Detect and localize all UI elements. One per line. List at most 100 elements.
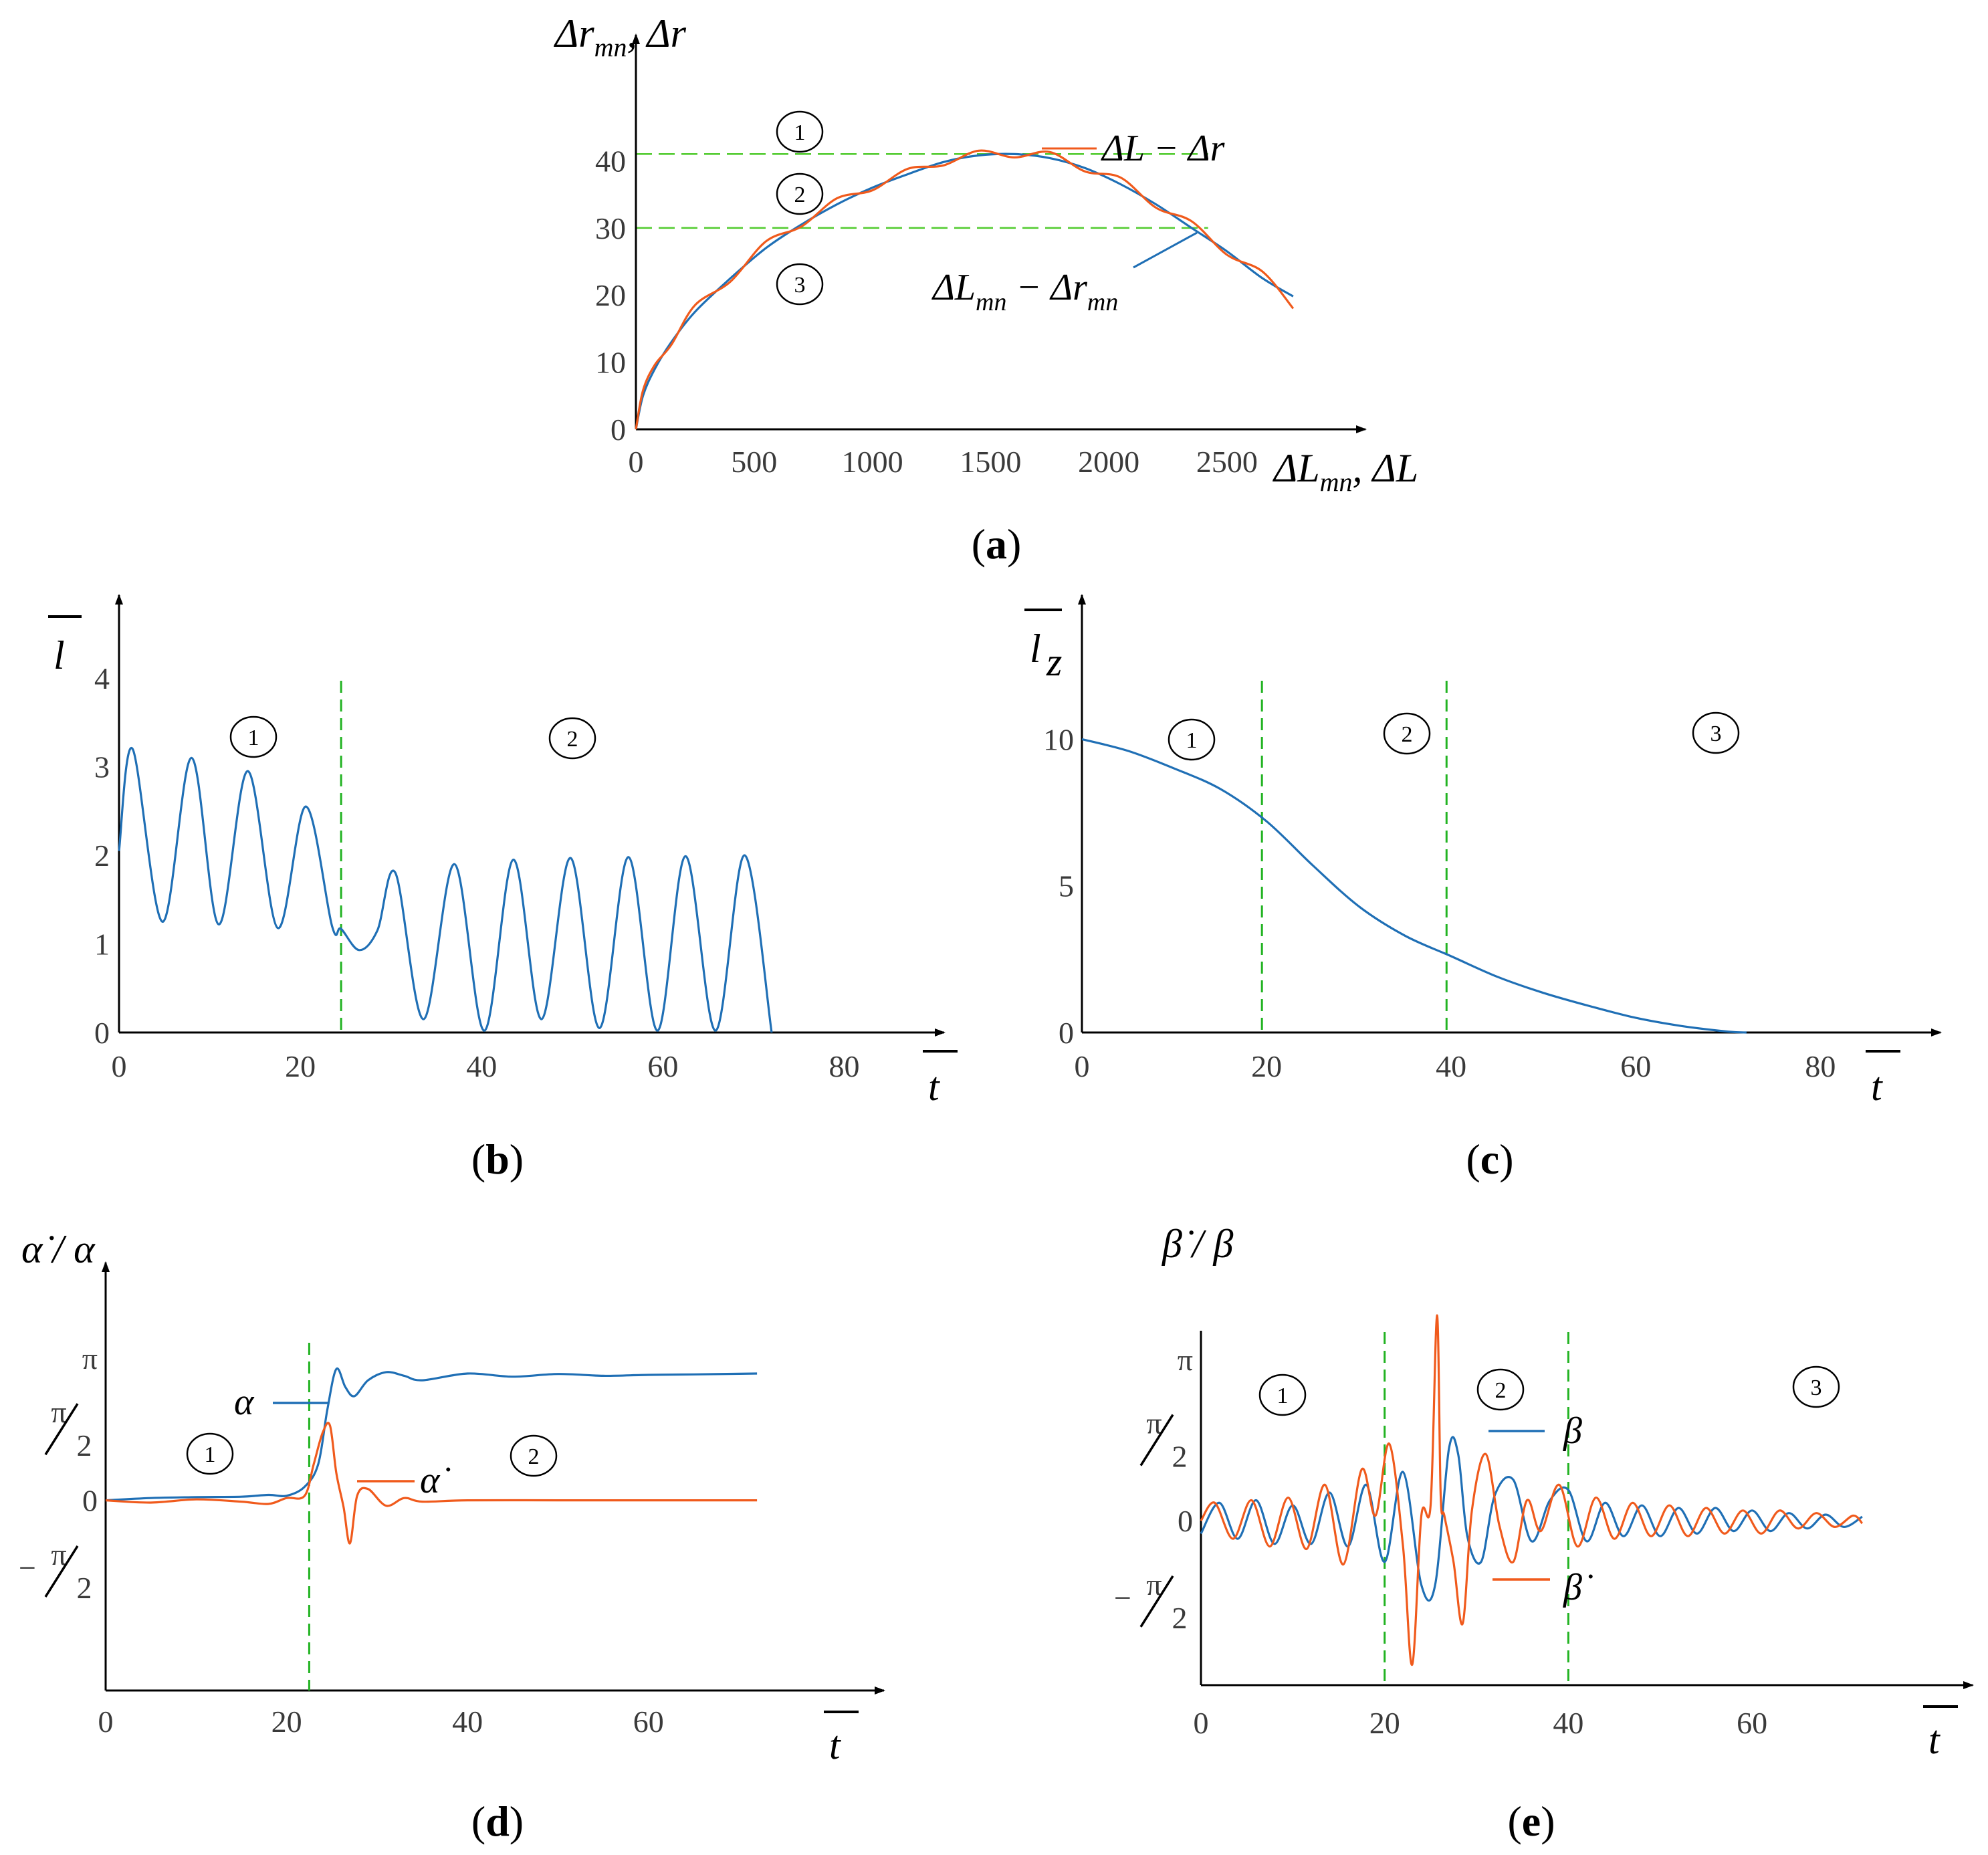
chart4-y-tick-label-0: − π2 [1114,1567,1187,1635]
svg-text:−: − [1114,1581,1131,1615]
chart0-x-tick-label-0: 0 [629,445,644,479]
chart3-series-1-line [105,1422,758,1545]
chart3-y-tick-label-0: − π2 [19,1537,92,1605]
panel-e-x-label: t [1923,1705,1958,1762]
chart1-y-tick-label-0: 0 [94,1016,110,1050]
chart4-x-tick-label-3: 60 [1737,1706,1767,1740]
panel-d-alphadot-label: α̇ [420,1460,450,1501]
svg-text:t: t [829,1723,841,1767]
panel-e-caption: (e) [1507,1797,1555,1845]
panel-d-caption: (d) [471,1797,524,1845]
panel-a-x-label: ΔLmn, ΔL [1273,446,1418,497]
chart1-series-0-line [118,746,773,1033]
chart2-y-tick-label-2: 10 [1043,722,1074,756]
chart4-series-0-line [1200,1436,1863,1602]
chart0-y-tick-label-1: 10 [595,346,626,380]
svg-text:0: 0 [82,1484,98,1518]
svg-text:3: 3 [1811,1376,1822,1400]
panel-b-region-2: 2 [548,717,596,760]
chart0-y-tick-label-2: 20 [595,278,626,312]
svg-text:2: 2 [528,1444,540,1469]
panel-d-y-label: α̇ / α [21,1227,96,1271]
svg-text:2: 2 [1402,722,1413,747]
chart3-x-tick-label-2: 40 [452,1705,483,1739]
panel-c-region-2: 2 [1383,712,1431,755]
panel-a: 0 500 1000 1500 2000 2500 0 10 20 30 40 Δrmn, Δr Δ… [554,11,1418,568]
chart1-x-tick-label-4: 80 [829,1049,859,1083]
panel-e-y-label: β̇ / β [1162,1222,1234,1266]
chart0-y-tick-label-4: 40 [595,144,626,178]
panel-a-region-3: 3 [776,263,824,306]
panel-a-region-1: 1 [776,110,824,153]
panel-a-caption: (a) [972,520,1022,568]
svg-text:3: 3 [1710,722,1722,746]
panel-c-region-3: 3 [1692,712,1740,754]
chart4-y-tick-label-2: π2 [1139,1406,1188,1474]
chart3-x-tick-label-0: 0 [98,1705,114,1739]
chart4-x-tick-label-1: 20 [1369,1706,1400,1740]
svg-text:t: t [1928,1718,1941,1762]
chart1-y-tick-label-1: 1 [94,928,110,962]
chart2-y-tick-label-0: 0 [1059,1016,1074,1050]
chart2-y-tick-label-1: 5 [1059,869,1074,903]
panel-b-region-1: 1 [229,716,278,758]
chart0-x-tick-label-3: 1500 [960,445,1021,479]
chart0-series-0-line [635,152,1294,430]
chart3-x-tick-label-3: 60 [633,1705,664,1739]
chart3-series-0-line [105,1367,758,1502]
panel-a-blue-series-label: ΔLmn − Δrmn [931,267,1118,316]
panel-e-betadot-label: β̇ [1563,1567,1593,1608]
panel-d-region-2: 2 [510,1434,558,1477]
panel-e-region-3: 3 [1792,1366,1840,1408]
panel-a-region-2: 2 [776,173,824,215]
svg-text:π: π [1178,1343,1193,1377]
svg-text:1: 1 [1186,728,1198,753]
svg-text:l: l [53,633,65,677]
svg-text:z: z [1046,640,1062,684]
panel-c: 0 20 40 60 80 0 5 10 l z t 1 2 3 (c) [1024,594,1942,1183]
chart4-y-tick-label-3: π [1178,1343,1193,1377]
chart3-y-tick-label-3: π [82,1341,98,1376]
panel-b-x-label: t [923,1050,958,1109]
chart4-series-1-line [1200,1314,1864,1666]
chart0-x-tick-label-5: 2500 [1196,445,1258,479]
chart4-y-tick-label-1: 0 [1178,1504,1193,1538]
chart2-x-tick-label-4: 80 [1805,1049,1836,1083]
chart1-x-tick-label-1: 20 [285,1049,316,1083]
svg-text:l: l [1030,627,1041,671]
svg-text:1: 1 [794,120,806,145]
svg-text:0: 0 [1178,1504,1193,1538]
svg-text:t: t [1871,1065,1883,1109]
panel-c-caption: (c) [1466,1135,1513,1183]
svg-text:π: π [1146,1406,1162,1440]
panel-d-x-label: t [824,1711,859,1767]
svg-text:π: π [51,1395,66,1429]
chart0-y-tick-label-0: 0 [611,413,626,447]
svg-text:t: t [928,1065,940,1109]
panel-a-red-series-label: ΔL − Δr [1101,128,1225,169]
chart0-x-tick-label-2: 1000 [842,445,903,479]
svg-text:2: 2 [567,727,578,752]
svg-text:π: π [1146,1567,1162,1602]
chart0-x-tick-label-1: 500 [731,445,777,479]
chart4-x-tick-label-0: 0 [1194,1706,1209,1740]
chart2-x-tick-label-0: 0 [1075,1049,1090,1083]
chart0-y-tick-label-3: 30 [595,211,626,245]
svg-text:1: 1 [205,1442,216,1467]
panel-e-beta-label: β [1563,1410,1582,1452]
chart3-y-tick-label-1: 0 [82,1484,98,1518]
panel-d-alpha-label: α [234,1382,255,1423]
panel-c-x-label: t [1866,1050,1900,1109]
panel-e-region-1: 1 [1258,1374,1307,1416]
chart2-series-0-line [1081,738,1747,1034]
svg-text:2: 2 [1495,1378,1507,1403]
svg-text:1: 1 [1277,1384,1289,1408]
panel-e-region-2: 2 [1476,1368,1525,1411]
chart1-x-tick-label-0: 0 [112,1049,127,1083]
chart2-x-tick-label-3: 60 [1620,1049,1651,1083]
chart1-y-tick-label-4: 4 [94,661,110,695]
chart1-y-tick-label-3: 3 [94,750,110,784]
